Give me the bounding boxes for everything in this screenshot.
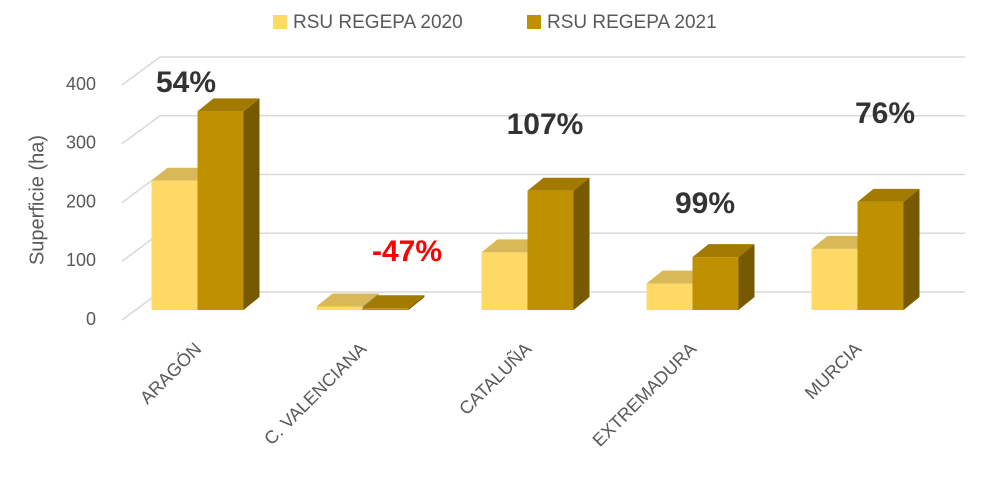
bar (527, 177, 590, 310)
x-tick-label: C. VALENCIANA (260, 339, 370, 449)
change-label: 107% (507, 108, 584, 141)
y-tick-label: 300 (66, 133, 96, 153)
bar-top (362, 295, 425, 309)
legend-label: RSU REGEPA 2020 (293, 12, 463, 33)
bar-top (197, 98, 260, 112)
legend-label: RSU REGEPA 2021 (547, 12, 717, 33)
y-axis-label: Superficie (ha) (26, 135, 48, 265)
bar-front (646, 283, 693, 310)
bar-front (527, 190, 574, 310)
bar (197, 98, 260, 310)
y-tick-label: 200 (66, 191, 96, 211)
bar-side (738, 244, 755, 310)
bar-side (573, 177, 590, 310)
grid-line-depth (121, 56, 161, 86)
bar-top (316, 293, 379, 307)
bar-front (316, 306, 363, 310)
y-tick-label: 100 (66, 250, 96, 270)
bar-front (481, 252, 528, 310)
bar-top (527, 177, 590, 191)
bar-front (857, 201, 904, 310)
legend-swatch (527, 15, 541, 29)
bar-front (811, 248, 858, 310)
x-tick-label: MURCIA (801, 339, 865, 403)
bar-side (408, 295, 425, 310)
x-tick-label: CATALUÑA (454, 338, 535, 419)
bar-top (692, 244, 755, 258)
bar (362, 295, 425, 310)
y-tick-label: 0 (86, 309, 96, 329)
change-label: -47% (372, 235, 442, 268)
bar-front (197, 111, 244, 310)
bar (692, 244, 755, 310)
bar (857, 188, 920, 310)
legend-swatch (273, 15, 287, 29)
bar-front (151, 180, 198, 310)
bar-top (857, 188, 920, 202)
grid-line-depth (121, 115, 161, 145)
bar-front (692, 257, 739, 310)
change-label: 76% (855, 97, 915, 130)
x-tick-label: EXTREMADURA (589, 339, 701, 451)
x-tick-label: ARAGÓN (135, 338, 205, 408)
change-label: 99% (675, 187, 735, 220)
y-tick-label: 400 (66, 74, 96, 94)
change-label: 54% (156, 66, 216, 99)
bar-front (362, 308, 409, 310)
bar-side (903, 188, 920, 310)
bar-side (243, 98, 260, 310)
